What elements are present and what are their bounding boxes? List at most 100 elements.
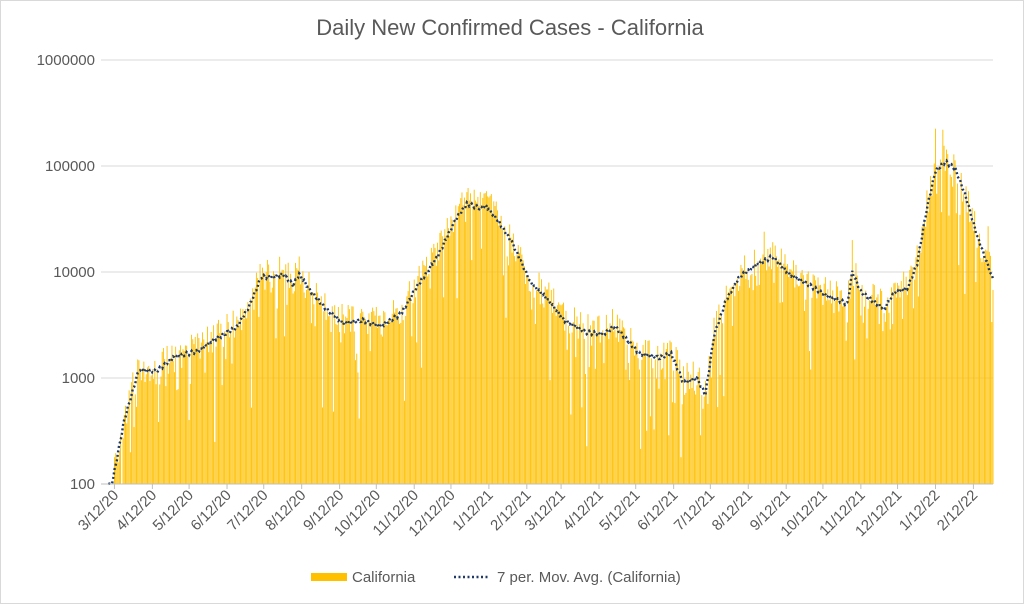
bar	[834, 300, 836, 484]
bar	[687, 371, 689, 484]
bar	[915, 257, 917, 484]
bar	[176, 390, 178, 484]
bar	[707, 403, 709, 484]
y-tick-label: 1000000	[37, 52, 95, 69]
bar	[720, 313, 722, 484]
bar	[638, 369, 640, 484]
bar	[914, 279, 916, 484]
bar	[908, 287, 910, 484]
bar	[593, 320, 595, 484]
bar	[867, 308, 869, 484]
bar	[762, 254, 764, 484]
bar	[865, 290, 867, 484]
bar	[496, 210, 498, 484]
bar	[889, 329, 891, 484]
bar	[750, 275, 752, 484]
bar	[826, 300, 828, 484]
bar	[490, 194, 492, 485]
y-tick-label: 1000	[62, 370, 95, 387]
bar	[541, 279, 542, 484]
bar	[676, 350, 678, 484]
bar	[612, 309, 613, 484]
bar	[653, 429, 655, 484]
bar	[412, 303, 414, 484]
bar	[555, 315, 557, 484]
bar	[329, 315, 331, 484]
bar	[244, 309, 246, 484]
bar	[417, 275, 419, 484]
bar	[799, 285, 801, 484]
bar	[709, 355, 711, 484]
bar	[428, 273, 430, 484]
bar	[139, 368, 141, 484]
bar	[576, 316, 578, 484]
bar	[537, 291, 539, 484]
bar	[474, 200, 476, 484]
bar	[827, 289, 829, 484]
bar	[154, 360, 156, 484]
bar	[779, 302, 781, 484]
bar	[671, 402, 673, 484]
bar	[711, 377, 713, 484]
bar	[454, 223, 456, 484]
bar	[816, 298, 818, 484]
bar	[872, 283, 874, 484]
bar	[351, 306, 353, 484]
bar	[648, 340, 650, 484]
bar	[991, 322, 993, 484]
bar	[150, 375, 152, 484]
bar	[689, 389, 691, 484]
bar	[465, 221, 467, 484]
bar	[538, 272, 540, 484]
bar	[649, 416, 651, 484]
bar	[572, 322, 574, 484]
bar	[172, 360, 174, 484]
bar	[259, 263, 261, 484]
bar	[947, 154, 949, 484]
bar	[629, 379, 631, 484]
bar	[637, 358, 639, 484]
bar	[286, 304, 288, 484]
bar	[807, 271, 809, 484]
bar	[556, 305, 558, 484]
bar	[580, 312, 582, 484]
bar	[981, 262, 983, 484]
bar	[290, 273, 292, 484]
bar	[916, 245, 918, 484]
bar	[160, 376, 162, 484]
bar	[757, 261, 759, 484]
bar	[350, 331, 352, 484]
chart-title: Daily New Confirmed Cases - California	[316, 15, 704, 40]
bar	[531, 309, 533, 484]
bar	[958, 265, 960, 484]
bar	[370, 311, 372, 484]
bar	[151, 369, 153, 484]
bar	[972, 230, 974, 484]
bar	[164, 359, 166, 484]
bar	[738, 290, 739, 484]
bar	[700, 435, 702, 484]
bar	[970, 221, 972, 484]
bar	[392, 300, 394, 484]
bar	[251, 407, 252, 484]
bar	[654, 359, 656, 484]
bar	[216, 323, 218, 484]
bar	[377, 327, 378, 484]
bar	[399, 323, 401, 484]
bar	[697, 371, 699, 484]
bar	[810, 369, 812, 484]
bar	[191, 334, 193, 484]
bar	[953, 154, 955, 484]
bar	[280, 272, 282, 484]
bar	[569, 333, 571, 484]
bar	[205, 342, 207, 484]
bar	[582, 323, 584, 484]
bar	[334, 305, 336, 484]
bar	[472, 206, 474, 485]
bar	[846, 322, 848, 484]
bar	[782, 302, 783, 484]
bar	[603, 363, 605, 484]
bar	[610, 327, 612, 484]
bar	[821, 290, 823, 484]
bar	[161, 351, 163, 484]
